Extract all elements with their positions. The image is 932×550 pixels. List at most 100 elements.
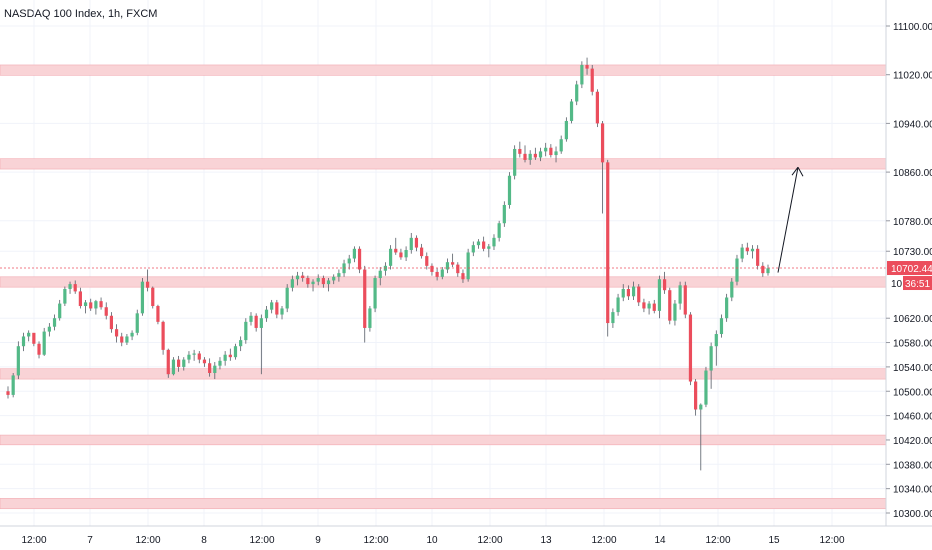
candle-body[interactable] bbox=[699, 404, 703, 410]
candle-body[interactable] bbox=[135, 313, 139, 333]
candle-body[interactable] bbox=[451, 262, 455, 265]
candle-body[interactable] bbox=[6, 391, 10, 395]
candle-body[interactable] bbox=[83, 302, 88, 307]
candle-body[interactable] bbox=[316, 278, 320, 282]
candle-body[interactable] bbox=[559, 139, 563, 152]
candle-body[interactable] bbox=[295, 275, 300, 280]
candle-body[interactable] bbox=[502, 204, 506, 224]
candle-body[interactable] bbox=[414, 237, 419, 248]
candle-body[interactable] bbox=[637, 286, 641, 303]
candle-body[interactable] bbox=[657, 279, 662, 311]
candle-body[interactable] bbox=[94, 301, 98, 309]
candle-body[interactable] bbox=[363, 269, 367, 328]
candle-body[interactable] bbox=[378, 270, 382, 279]
candle-body[interactable] bbox=[32, 332, 36, 344]
candle-body[interactable] bbox=[399, 252, 403, 258]
candle-body[interactable] bbox=[301, 275, 305, 279]
candle-body[interactable] bbox=[156, 306, 160, 322]
candle-body[interactable] bbox=[208, 363, 212, 373]
candle-body[interactable] bbox=[523, 153, 527, 160]
candle-body[interactable] bbox=[68, 284, 72, 289]
candle-body[interactable] bbox=[611, 312, 615, 324]
candle-body[interactable] bbox=[425, 256, 429, 266]
candle-body[interactable] bbox=[497, 223, 501, 238]
candle-body[interactable] bbox=[538, 151, 543, 158]
candle-body[interactable] bbox=[280, 308, 284, 315]
candle-body[interactable] bbox=[337, 273, 341, 277]
candle-body[interactable] bbox=[332, 276, 336, 281]
candle-body[interactable] bbox=[151, 287, 155, 307]
candle-body[interactable] bbox=[704, 370, 708, 405]
candle-body[interactable] bbox=[642, 302, 646, 309]
candle-body[interactable] bbox=[394, 248, 398, 253]
candle-body[interactable] bbox=[326, 280, 331, 285]
candle-body[interactable] bbox=[471, 245, 475, 253]
candle-body[interactable] bbox=[745, 247, 749, 252]
candle-body[interactable] bbox=[554, 151, 558, 156]
candle-body[interactable] bbox=[549, 147, 553, 156]
candle-body[interactable] bbox=[321, 278, 325, 285]
candle-body[interactable] bbox=[404, 250, 408, 258]
candle-body[interactable] bbox=[140, 281, 145, 314]
candle-body[interactable] bbox=[213, 365, 217, 373]
candle-body[interactable] bbox=[756, 248, 760, 266]
candle-body[interactable] bbox=[761, 265, 765, 274]
candle-body[interactable] bbox=[37, 343, 41, 355]
candle-body[interactable] bbox=[368, 308, 372, 328]
candle-body[interactable] bbox=[42, 331, 46, 355]
candle-body[interactable] bbox=[409, 237, 413, 251]
candle-body[interactable] bbox=[89, 302, 93, 309]
candle-body[interactable] bbox=[73, 284, 77, 292]
candle-body[interactable] bbox=[254, 315, 258, 328]
candle-body[interactable] bbox=[244, 321, 248, 341]
candle-body[interactable] bbox=[239, 340, 243, 347]
candle-body[interactable] bbox=[683, 285, 687, 315]
candle-body[interactable] bbox=[285, 287, 289, 309]
candle-body[interactable] bbox=[177, 359, 181, 367]
candle-body[interactable] bbox=[482, 241, 486, 249]
candle-body[interactable] bbox=[445, 262, 450, 270]
candle-body[interactable] bbox=[513, 148, 517, 176]
candle-body[interactable] bbox=[58, 303, 62, 319]
candle-body[interactable] bbox=[652, 303, 656, 311]
candle-body[interactable] bbox=[569, 101, 574, 121]
candle-body[interactable] bbox=[249, 315, 253, 322]
candle-body[interactable] bbox=[544, 147, 548, 152]
candle-body[interactable] bbox=[11, 375, 15, 395]
candle-body[interactable] bbox=[461, 273, 465, 280]
candle-body[interactable] bbox=[233, 346, 238, 358]
candle-body[interactable] bbox=[673, 303, 677, 321]
candle-body[interactable] bbox=[621, 288, 625, 298]
candle-body[interactable] bbox=[52, 318, 57, 327]
candle-body[interactable] bbox=[187, 354, 191, 360]
candle-body[interactable] bbox=[99, 301, 103, 308]
candle-body[interactable] bbox=[435, 271, 439, 277]
candle-body[interactable] bbox=[21, 336, 26, 347]
candle-body[interactable] bbox=[182, 359, 186, 367]
candle-body[interactable] bbox=[595, 91, 599, 124]
candle-body[interactable] bbox=[714, 334, 718, 347]
candle-body[interactable] bbox=[709, 346, 713, 371]
candle-body[interactable] bbox=[63, 288, 67, 304]
candle-body[interactable] bbox=[352, 248, 356, 259]
candle-body[interactable] bbox=[27, 332, 31, 337]
candle-body[interactable] bbox=[440, 269, 444, 277]
candle-body[interactable] bbox=[719, 318, 724, 335]
candle-body[interactable] bbox=[725, 297, 729, 319]
candle-body[interactable] bbox=[259, 318, 263, 328]
candle-body[interactable] bbox=[114, 329, 119, 337]
candle-body[interactable] bbox=[533, 153, 537, 158]
candle-body[interactable] bbox=[420, 247, 424, 257]
candle-body[interactable] bbox=[290, 279, 294, 288]
candle-body[interactable] bbox=[626, 288, 631, 297]
candle-body[interactable] bbox=[357, 248, 362, 270]
candle-body[interactable] bbox=[145, 281, 150, 288]
candle-body[interactable] bbox=[740, 247, 744, 259]
candle-body[interactable] bbox=[600, 123, 605, 163]
candle-body[interactable] bbox=[518, 148, 522, 154]
projection-arrow[interactable] bbox=[777, 167, 799, 273]
candle-body[interactable] bbox=[580, 64, 584, 85]
candle-body[interactable] bbox=[647, 303, 651, 309]
candle-body[interactable] bbox=[218, 360, 222, 366]
